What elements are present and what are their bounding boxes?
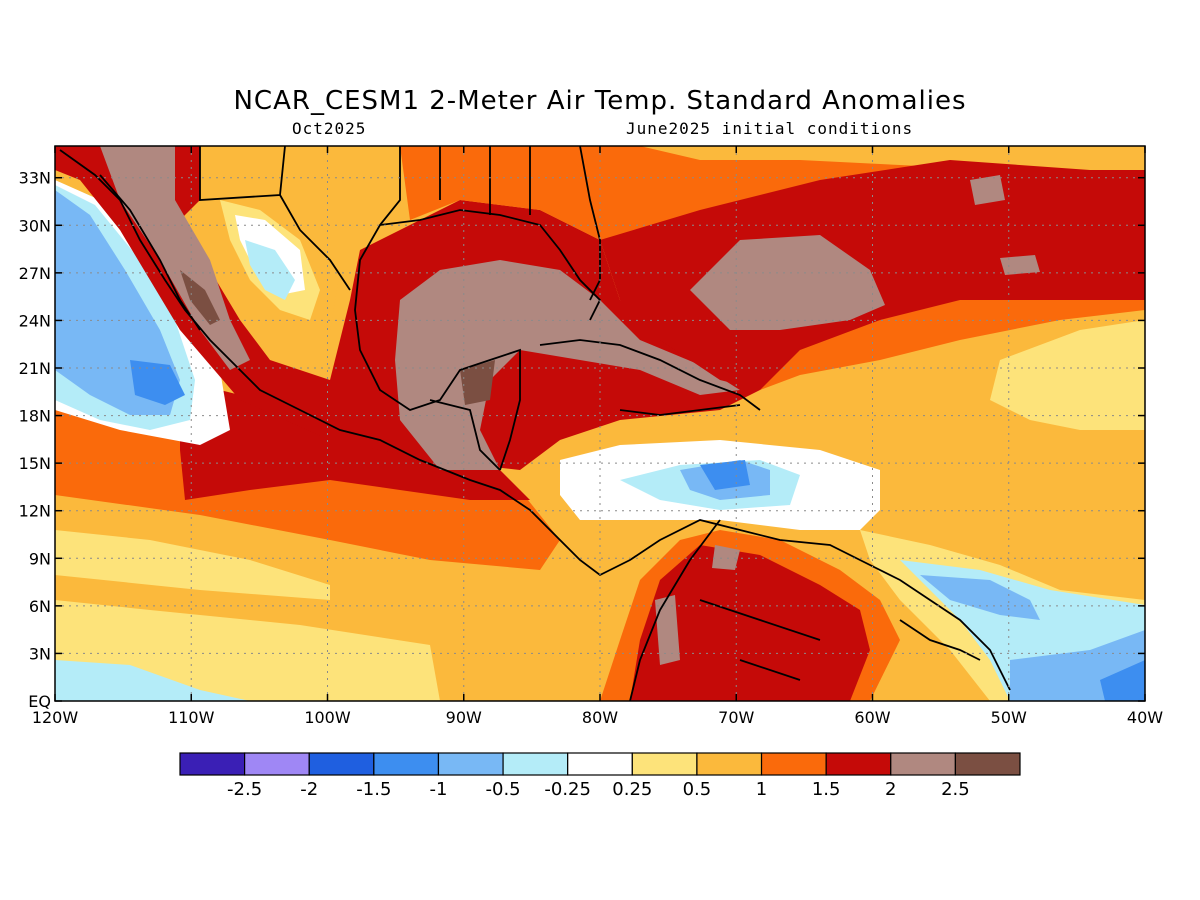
colorbar-swatch: [954, 752, 1021, 776]
colorbar: -2.5 -2 -1.5 -1 -0.5 -0.25 0.25 0.5 1 1.5 2 2.5: [179, 752, 1021, 800]
anomaly-lightblue-texas: [245, 240, 295, 300]
colorbar-label: -1: [429, 779, 447, 800]
colorbar-swatch: [567, 752, 633, 776]
lat-tick-label: 9N: [29, 549, 51, 568]
colorbar-swatch: [631, 752, 698, 776]
lon-tick-label: 70W: [718, 708, 754, 727]
anomaly-darkbrown-sierra: [180, 270, 220, 325]
anomaly-yellow-pacific-north: [55, 530, 330, 600]
border-countries: [429, 399, 821, 681]
colorbar-label: 0.25: [612, 779, 652, 800]
anomaly-brown-atlantic-small2: [1000, 255, 1040, 275]
lat-tick-label: 24N: [19, 311, 51, 330]
anomaly-orange-southeast-us: [400, 146, 640, 240]
anomaly-brown-atlantic-small: [970, 175, 1005, 205]
coastline-baja: [99, 174, 201, 331]
colorbar-label: -2.5: [227, 779, 262, 800]
lat-tick-label: 27N: [19, 264, 51, 283]
colorbar-swatch: [502, 752, 569, 776]
valid-month-label: Oct2025: [292, 119, 367, 138]
anomaly-brown-venezuela: [712, 545, 740, 570]
lon-tick-label: 110W: [168, 708, 215, 727]
colorbar-label: -1.5: [356, 779, 391, 800]
lat-tick-label: 6N: [29, 597, 51, 616]
coastline-south-america-west: [629, 519, 721, 701]
lat-tick-label: 18N: [19, 407, 51, 426]
coastlines: [59, 146, 1011, 701]
anomaly-lightblue-pacific: [55, 660, 250, 701]
lon-tick-label: 40W: [1127, 708, 1163, 727]
colorbar-label: 2.5: [941, 779, 970, 800]
anomaly-brown-gulf: [395, 260, 740, 470]
colorbar-label: -2: [300, 779, 318, 800]
anomaly-medblue-caribbean: [700, 460, 750, 490]
lat-tick-label: 33N: [19, 169, 51, 188]
anomaly-medblue-equatorial-atlantic: [1100, 660, 1145, 701]
coastline-cuba: [539, 339, 761, 411]
colorbar-swatch: [825, 752, 892, 776]
anomaly-yellow-east-atlantic: [990, 320, 1145, 430]
anomaly-orange-texas: [200, 146, 420, 330]
border-us-states: [199, 146, 286, 201]
colorbar-label: 1: [756, 779, 767, 800]
map-axes: EQ 3N 6N 9N 12N 15N 18N 21N 24N 27N 30N 33N 120W 110W…: [19, 146, 1163, 727]
border-guianas: [899, 619, 981, 661]
colorbar-swatch: [760, 752, 827, 776]
lat-tick-label: 15N: [19, 454, 51, 473]
anomaly-darkbrown-yucatan: [460, 360, 495, 405]
lon-tick-label: 80W: [582, 708, 618, 727]
lat-tick-label: 30N: [19, 216, 51, 235]
anomaly-blue-guianas-coast: [920, 575, 1040, 620]
border-rio-grande: [279, 194, 351, 291]
lat-tick-label: EQ: [28, 692, 51, 711]
colorbar-label: 1.5: [812, 779, 841, 800]
colorbar-swatch: [308, 752, 375, 776]
init-conditions-label: June2025 initial conditions: [626, 119, 914, 138]
anomaly-medblue-baja: [130, 360, 185, 405]
anomaly-brown-atlantic: [690, 235, 885, 330]
lon-tick-label: 60W: [854, 708, 890, 727]
colorbar-swatch: [437, 752, 504, 776]
border-us-southeast-states: [439, 146, 531, 215]
colorbar-label: -0.25: [544, 779, 591, 800]
colorbar-label: 2: [885, 779, 896, 800]
anomaly-red-south-america: [630, 545, 870, 701]
coastline-hispaniola: [619, 404, 741, 416]
coastline-gulf-west: [354, 146, 521, 471]
lon-tick-label: 120W: [32, 708, 79, 727]
colorbar-swatch: [179, 752, 246, 776]
colorbar-label: 0.5: [683, 779, 712, 800]
anomaly-brown-andes: [655, 595, 680, 665]
anomaly-field: [55, 146, 1145, 701]
map-title: NCAR_CESM1 2-Meter Air Temp. Standard An…: [233, 86, 967, 116]
colorbar-swatch: [244, 752, 310, 776]
coastline-pacific-caribbean: [59, 149, 1011, 691]
lon-tick-label: 100W: [304, 708, 351, 727]
colorbar-swatch: [373, 752, 440, 776]
colorbar-swatch: [890, 752, 956, 776]
colorbar-label: -0.5: [486, 779, 521, 800]
lon-tick-label: 50W: [991, 708, 1027, 727]
coastline-florida: [579, 146, 601, 301]
lat-tick-label: 12N: [19, 502, 51, 521]
lat-tick-label: 3N: [29, 644, 51, 663]
anomaly-blue-baja: [55, 190, 180, 415]
lon-tick-label: 90W: [446, 708, 482, 727]
colorbar-swatch: [696, 752, 763, 776]
lat-tick-label: 21N: [19, 359, 51, 378]
map-gridlines: [55, 146, 1145, 701]
